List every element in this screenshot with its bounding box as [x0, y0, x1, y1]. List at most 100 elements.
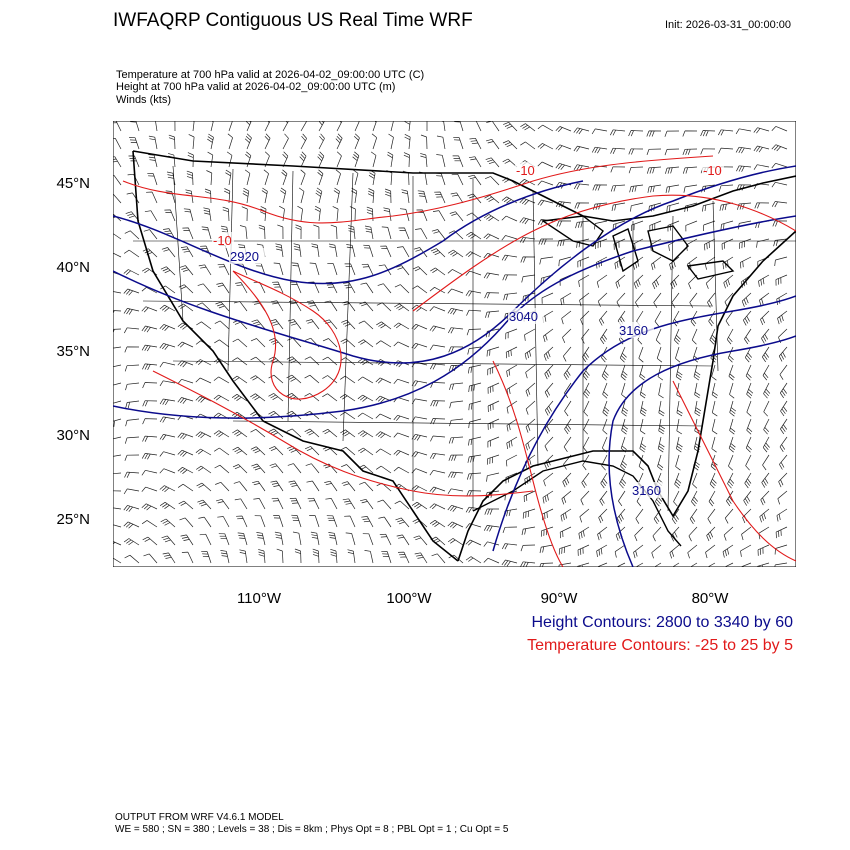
wind-barb: [520, 256, 536, 263]
wind-barb: [525, 382, 536, 397]
wind-barb: [197, 283, 212, 294]
wind-barb: [630, 202, 644, 212]
wind-barb: [483, 541, 500, 547]
wind-barb: [322, 393, 338, 402]
wind-barb: [271, 497, 284, 510]
wind-barb: [736, 184, 752, 191]
wind-barb: [501, 196, 518, 204]
wind-barb: [217, 263, 230, 276]
wind-barb: [214, 464, 230, 474]
wind-barb: [393, 449, 410, 456]
height-contour-legend: Height Contours: 2800 to 3340 by 60: [531, 614, 793, 631]
wind-barb: [304, 446, 320, 456]
wind-barb: [736, 165, 752, 172]
wind-barb: [394, 303, 410, 312]
wind-barb: [268, 446, 284, 456]
wind-barb: [676, 418, 683, 435]
wind-barb: [123, 269, 140, 276]
wind-barb: [253, 498, 266, 510]
wind-barb: [621, 400, 629, 417]
wind-barb: [368, 169, 376, 186]
wind-barb: [448, 454, 464, 461]
wind-barb: [178, 500, 194, 510]
state-border: [287, 170, 294, 422]
wind-barb: [468, 418, 482, 429]
wind-barb: [555, 144, 572, 151]
wind-barb: [600, 472, 608, 489]
wind-barb: [647, 184, 662, 193]
wind-barb: [123, 488, 140, 495]
wind-barb: [723, 526, 734, 541]
wind-barb: [213, 394, 230, 402]
temperature-label: -10: [516, 163, 535, 178]
wind-barb: [707, 562, 716, 567]
wind-barb: [684, 202, 698, 213]
wind-barb: [657, 454, 664, 471]
wind-barb: [771, 144, 788, 152]
wind-barb: [164, 209, 176, 222]
wind-barb: [486, 346, 500, 357]
wind-barb: [635, 508, 644, 524]
wind-barb: [401, 189, 410, 204]
lon-label: 80°W: [691, 590, 729, 607]
wind-barb: [430, 400, 446, 407]
wind-barb: [436, 135, 446, 150]
wind-barb: [228, 121, 233, 132]
height-label: 3040: [509, 309, 538, 324]
wind-barb: [639, 364, 646, 381]
wind-barb: [689, 292, 698, 308]
wind-barb: [177, 483, 194, 492]
state-border: [342, 172, 354, 442]
wind-barb: [591, 146, 608, 154]
wind-barb: [635, 562, 644, 567]
wind-barb: [141, 503, 158, 511]
wind-barb: [578, 274, 590, 287]
wind-barb: [429, 286, 446, 294]
wind-barb: [633, 544, 644, 559]
wind-barb: [599, 490, 608, 506]
wind-barb: [706, 526, 716, 542]
wind-barb: [207, 151, 214, 168]
wind-barb: [542, 490, 554, 504]
wind-barb: [236, 515, 248, 528]
wind-barb: [580, 310, 590, 326]
wind-barb: [520, 544, 536, 552]
wind-barb: [277, 224, 284, 240]
wind-barb: [501, 235, 518, 241]
wind-barb: [543, 454, 554, 469]
wind-barb: [671, 508, 680, 525]
wind-barb: [562, 472, 572, 488]
wind-barb: [519, 561, 536, 567]
state-border: [667, 215, 674, 512]
wind-barb: [213, 376, 230, 384]
wind-barb: [318, 133, 325, 150]
wind-barb: [447, 538, 464, 546]
wind-barb: [330, 548, 338, 564]
wind-barb: [322, 356, 338, 366]
wind-barb: [288, 480, 302, 492]
wind-barb: [141, 286, 158, 294]
wind-barb: [326, 515, 338, 528]
wind-barb: [195, 448, 212, 456]
wind-barb: [141, 306, 158, 313]
wind-barb: [707, 508, 716, 524]
wind-barb: [366, 206, 374, 222]
wind-barb: [778, 328, 788, 344]
wind-barb: [299, 151, 307, 168]
wind-barb: [183, 208, 194, 222]
wind-barb: [505, 454, 518, 467]
wind-barb: [113, 310, 122, 315]
wind-barb: [210, 121, 214, 132]
wind-barb: [340, 375, 356, 384]
wind-barb: [372, 121, 377, 132]
wind-barb: [309, 262, 320, 276]
wind-barb: [658, 382, 664, 399]
wind-barb: [537, 161, 554, 168]
wind-barb: [287, 445, 302, 456]
wind-barb: [147, 172, 158, 186]
wind-barb: [125, 211, 140, 222]
wind-barb: [113, 541, 122, 546]
wind-barb: [583, 418, 590, 435]
wind-barb: [450, 192, 464, 204]
wind-barb: [651, 256, 662, 271]
